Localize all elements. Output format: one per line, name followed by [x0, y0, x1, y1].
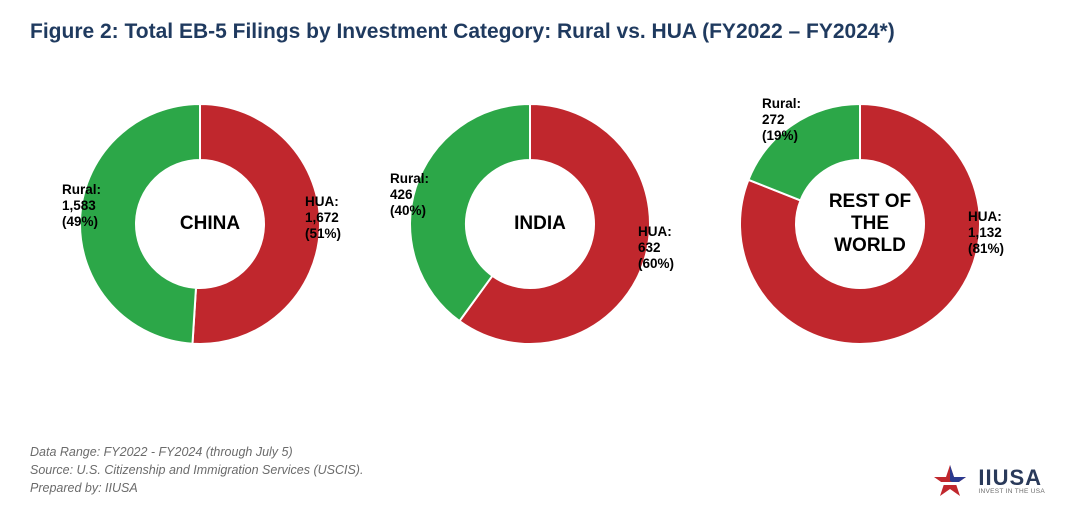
donut-chart-rest-of-world: REST OF THE WORLD HUA: 1,132 (81%) Rural: … [710, 74, 1030, 374]
footer-notes: Data Range: FY2022 - FY2024 (through Jul… [30, 443, 363, 497]
logo-text: IIUSA INVEST IN THE USA [978, 467, 1045, 496]
footer-line: Source: U.S. Citizenship and Immigration… [30, 461, 363, 479]
slice-label-hua: HUA: 1,132 (81%) [968, 209, 1004, 258]
donut-center-label: CHINA [180, 213, 240, 235]
iiusa-star-icon [930, 465, 970, 497]
slice-label-rural: Rural: 272 (19%) [762, 96, 801, 145]
footer-line: Prepared by: IIUSA [30, 479, 363, 497]
slice-label-rural: Rural: 1,583 (49%) [62, 182, 101, 231]
slice-label-rural: Rural: 426 (40%) [390, 171, 429, 220]
donut-chart-india: INDIA HUA: 632 (60%) Rural: 426 (40%) [380, 74, 700, 374]
slice-label-hua: HUA: 1,672 (51%) [305, 194, 341, 243]
footer-line: Data Range: FY2022 - FY2024 (through Jul… [30, 443, 363, 461]
slice-label-hua: HUA: 632 (60%) [638, 224, 674, 273]
iiusa-logo: IIUSA INVEST IN THE USA [930, 465, 1045, 497]
charts-row: CHINAHUA: 1,672 (51%)Rural: 1,583 (49%) … [30, 74, 1050, 374]
donut-chart-china: CHINA HUA: 1,672 (51%) Rural: 1,583 (49%) [50, 74, 370, 374]
logo-sub-text: INVEST IN THE USA [978, 489, 1045, 496]
logo-main-text: IIUSA [978, 467, 1045, 489]
figure-title: Figure 2: Total EB-5 Filings by Investme… [30, 20, 1050, 44]
donut-center-label: INDIA [514, 213, 566, 235]
donut-center-label: REST OF THE WORLD [829, 191, 911, 257]
